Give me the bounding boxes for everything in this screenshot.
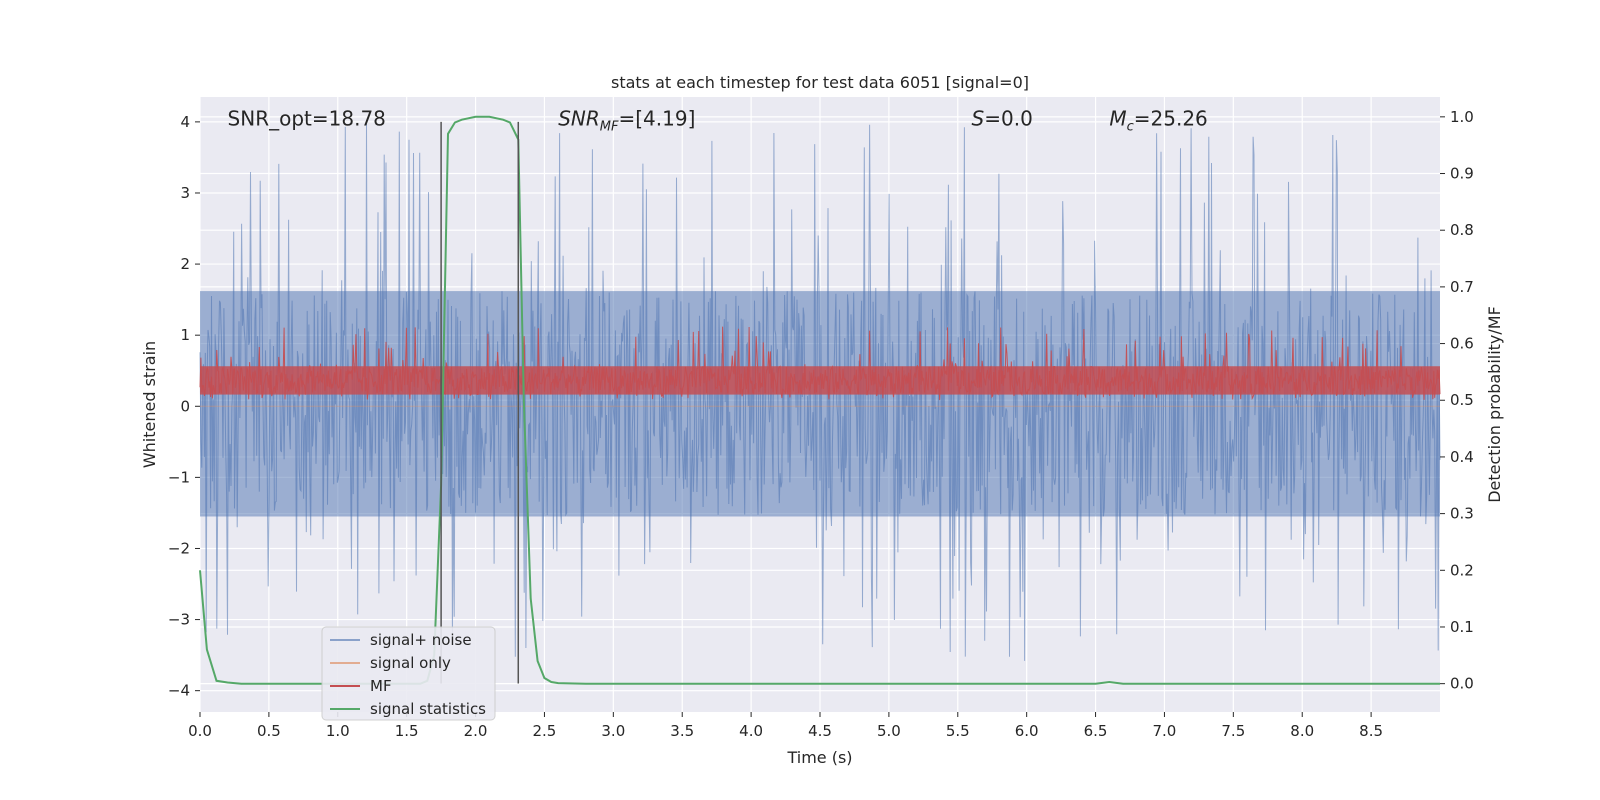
legend: signal+ noise signal only MF signal statist…	[321, 626, 496, 721]
y2-tick-label: 0.5	[1450, 391, 1474, 409]
annotation-base: S	[972, 106, 985, 130]
y2-tick-label: 0.8	[1450, 221, 1474, 239]
x-tick-label: 3.5	[670, 722, 694, 740]
y2-tick-label: 0.2	[1450, 561, 1474, 579]
y2-tick-label: 0.6	[1450, 335, 1474, 353]
x-tick-label: 8.5	[1359, 722, 1383, 740]
y-tick-label: 3	[180, 184, 190, 202]
y-tick-label: −1	[168, 468, 190, 486]
x-tick-label: 8.0	[1290, 722, 1314, 740]
annotation-text: SNRMF=[4.19]	[558, 106, 695, 134]
x-tick-label: 2.5	[533, 722, 557, 740]
series-line-signal-noise	[199, 123, 1441, 661]
annotation-base: M	[1109, 106, 1126, 130]
y-tick-label: 0	[180, 397, 190, 415]
annotation-text: SNR_opt=18.78	[228, 106, 386, 130]
y2-tick-label: 0.7	[1450, 278, 1474, 296]
y-tick-label: 2	[180, 255, 190, 273]
legend-entry-label: signal statistics	[370, 700, 486, 718]
annotations: SNR_opt=18.78 SNRMF=[4.19] S=0.0 Mc=25.26	[228, 106, 1208, 134]
y-tick-label: −3	[168, 611, 190, 629]
x-tick-label: 0.0	[188, 722, 212, 740]
x-tick-label: 5.0	[877, 722, 901, 740]
annotation-text: Mc=25.26	[1109, 106, 1207, 134]
annotation-text: S=0.0	[972, 106, 1033, 130]
y-tick-label: −2	[168, 539, 190, 557]
y-tick-label: −4	[168, 682, 190, 700]
legend-entry-label: signal+ noise	[370, 631, 472, 649]
y2-tick-label: 0.9	[1450, 165, 1474, 183]
y-tick-label: 4	[180, 113, 190, 131]
x-tick-label: 7.0	[1153, 722, 1177, 740]
x-tick-label: 2.0	[464, 722, 488, 740]
annotation-subscript: MF	[600, 119, 619, 134]
legend-box	[321, 626, 496, 721]
y2-tick-label: 0.4	[1450, 448, 1474, 466]
annotation-value: =[4.19]	[618, 106, 695, 130]
x-tick-label: 1.5	[395, 722, 419, 740]
x-tick-label: 7.5	[1221, 722, 1245, 740]
x-tick-label: 5.5	[946, 722, 970, 740]
x-tick-label: 6.0	[1015, 722, 1039, 740]
legend-entry-label: MF	[370, 677, 392, 695]
legend-entry-label: signal only	[370, 654, 451, 672]
annotation-value: =0.0	[984, 106, 1033, 130]
y2-tick-label: 0.3	[1450, 505, 1474, 523]
y2-tick-label: 1.0	[1450, 108, 1474, 126]
x-tick-label: 4.0	[739, 722, 763, 740]
series-line-mf	[199, 326, 1441, 401]
annotation-value: =25.26	[1134, 106, 1208, 130]
x-axis-label: Time (s)	[786, 748, 852, 767]
y-tick-label: 1	[180, 326, 190, 344]
vertical-markers	[440, 121, 520, 684]
x-tick-label: 0.5	[257, 722, 281, 740]
annotation-subscript: c	[1127, 119, 1134, 134]
series-layer	[199, 115, 1441, 685]
annotation-base: SNR	[558, 106, 600, 130]
y-axis-label: Whitened strain	[140, 341, 159, 468]
x-tick-label: 6.5	[1084, 722, 1108, 740]
y2-tick-label: 0.0	[1450, 675, 1474, 693]
axes: 0.0 0.5 1.0 1.5 2.0 2.5 3.0 3.5 4.0 4.5 5.0 5.5 6.0 6…	[168, 108, 1474, 740]
y2-axis-label: Detection probability/MF	[1485, 306, 1504, 503]
x-tick-label: 1.0	[326, 722, 350, 740]
y2-tick-label: 0.1	[1450, 618, 1474, 636]
x-tick-label: 4.5	[808, 722, 832, 740]
chart-title: stats at each timestep for test data 605…	[611, 73, 1029, 92]
x-tick-label: 3.0	[601, 722, 625, 740]
